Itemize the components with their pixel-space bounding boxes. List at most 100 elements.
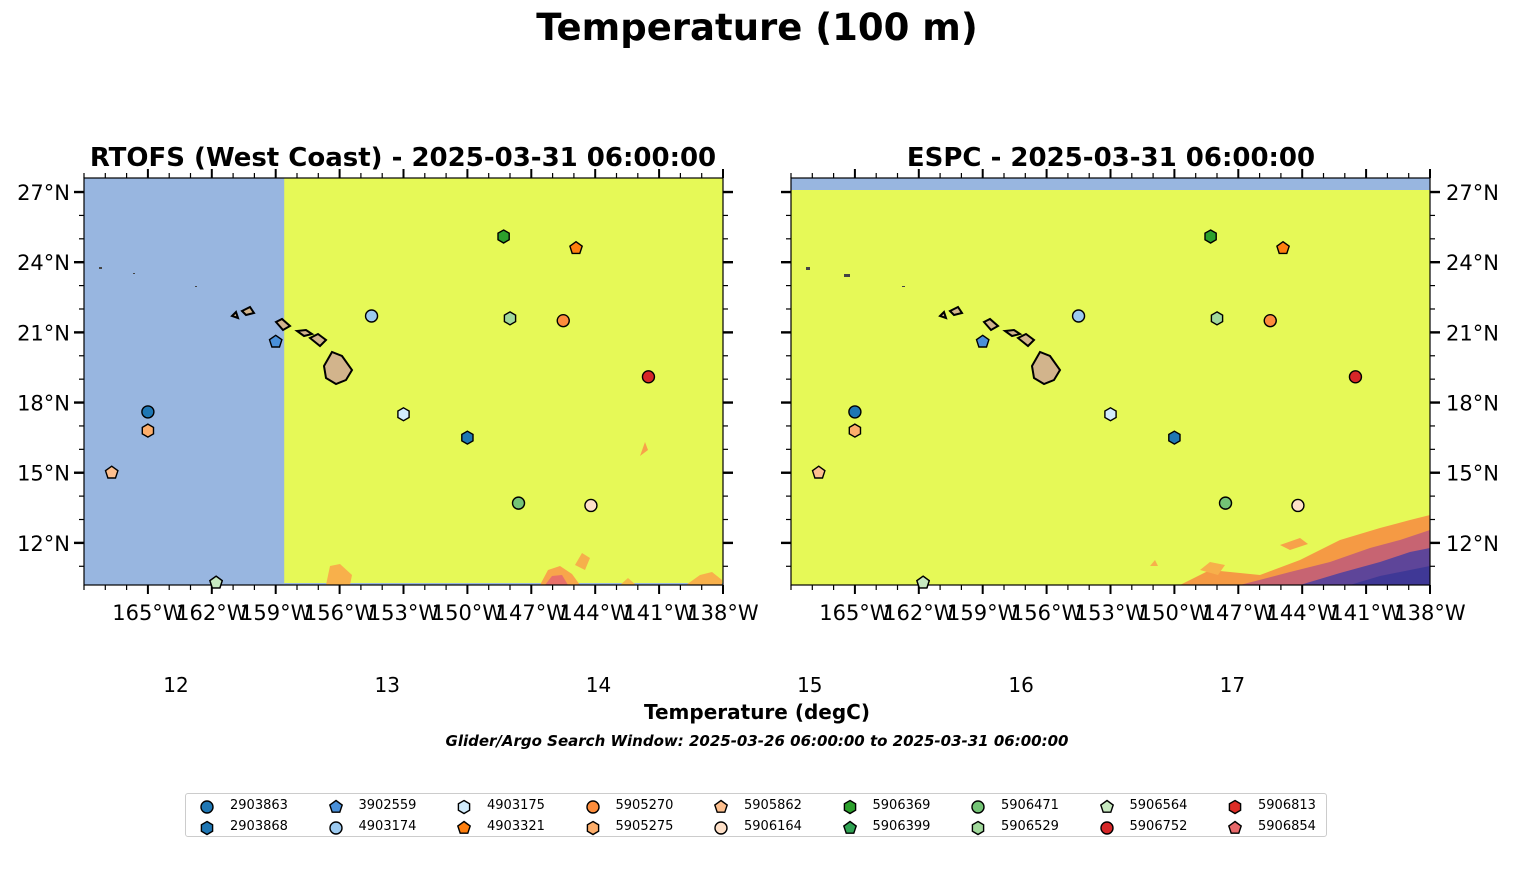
- lat-tick-label: 18°N: [1446, 392, 1499, 416]
- lon-tick-label: 141°W: [1330, 601, 1402, 625]
- legend-marker-hexagon-icon: [200, 820, 214, 836]
- legend-marker: [714, 821, 728, 835]
- lon-tick-label: 159°W: [947, 601, 1019, 625]
- float-marker-5906369: [1204, 229, 1217, 244]
- lat-tick-label: 21°N: [17, 321, 70, 345]
- colorbar-tick-label: 13: [374, 673, 400, 697]
- legend-label: 5906369: [872, 798, 931, 813]
- lat-tick-label: 18°N: [17, 392, 70, 416]
- lon-tick-label: 144°W: [1267, 601, 1339, 625]
- hawaiian-islands: [230, 305, 354, 386]
- figure-title: Temperature (100 m): [536, 6, 978, 49]
- legend-marker: [328, 821, 343, 835]
- legend-label: 4903174: [358, 819, 417, 834]
- float-marker-5905275: [141, 423, 155, 438]
- legend-label: 5906564: [1129, 798, 1188, 813]
- lat-tick-label: 24°N: [17, 251, 70, 275]
- map-panels: 165°W162°W159°W156°W153°W150°W147°W144°W…: [17, 169, 1499, 625]
- float-marker-5905275: [848, 423, 862, 438]
- colorbar-tick-label: 12: [163, 673, 189, 697]
- float-marker-5905270: [556, 313, 570, 328]
- legend-marker-pentagon-icon: [456, 820, 472, 834]
- legend-marker: [457, 799, 471, 815]
- small-atolls: [99, 267, 905, 287]
- legend-marker: [842, 820, 857, 834]
- float-marker-5906752: [641, 370, 656, 384]
- legend-label: 4903175: [487, 798, 545, 813]
- float-marker-5906529: [503, 311, 517, 326]
- legend-marker-circle-icon: [585, 800, 600, 814]
- float-marker-5905270: [1263, 313, 1277, 328]
- float-marker-4903174: [1071, 309, 1086, 323]
- legend-marker: [843, 799, 856, 815]
- lon-tick-label: 159°W: [240, 601, 312, 625]
- legend-label: 4903321: [487, 819, 545, 834]
- legend-label: 2903868: [230, 819, 288, 834]
- legend-label: 3902559: [358, 798, 417, 813]
- colorbar-tick-label: 14: [585, 673, 612, 697]
- float-legend: 2903863 2903868 3902559 4903174 4903175 49033…: [185, 793, 1327, 837]
- lat-tick-label: 15°N: [17, 462, 70, 486]
- lon-tick-label: 147°W: [496, 601, 568, 625]
- lat-tick-label: 27°N: [1446, 181, 1499, 205]
- nodata-bottom-strip: [284, 583, 723, 585]
- lat-tick-label: 12°N: [17, 532, 70, 556]
- lon-tick-label: 138°W: [687, 601, 759, 625]
- float-marker-2903868: [461, 430, 474, 445]
- lon-tick-label: 153°W: [368, 601, 440, 625]
- float-marker-2903863: [848, 405, 862, 419]
- legend-label: 5905275: [615, 819, 674, 834]
- float-marker-5906564: [209, 575, 224, 589]
- float-marker-2903863: [141, 405, 155, 419]
- hawaiian-islands: [938, 305, 1062, 386]
- float-marker-4903321: [1276, 240, 1291, 255]
- legend-marker-circle-icon: [200, 800, 214, 814]
- nodata-top-strip: [791, 178, 1430, 190]
- lon-tick-label: 156°W: [1011, 601, 1083, 625]
- legend-label: 5906529: [1001, 819, 1059, 834]
- float-marker-5906564: [916, 575, 931, 589]
- legend-marker-hexagon-icon: [586, 820, 599, 836]
- float-marker-4903175: [1104, 406, 1117, 422]
- panel-title-rtofs: RTOFS (West Coast) - 2025-03-31 06:00:00: [89, 143, 717, 173]
- legend-marker-pentagon-icon: [328, 799, 343, 813]
- legend-label: 5906471: [1001, 798, 1059, 813]
- float-marker-5906164: [1291, 498, 1305, 513]
- float-marker-4903175: [397, 406, 410, 422]
- float-marker-5905862: [104, 465, 119, 479]
- lon-tick-label: 138°W: [1394, 601, 1466, 625]
- lon-tick-label: 150°W: [1139, 601, 1211, 625]
- float-marker-5906369: [497, 229, 510, 244]
- legend-marker: [328, 799, 343, 813]
- lat-tick-label: 15°N: [1446, 462, 1499, 486]
- lon-tick-label: 162°W: [176, 601, 248, 625]
- legend-marker-pentagon-icon: [1227, 820, 1243, 834]
- legend-marker: [971, 820, 985, 836]
- legend-marker-hexagon-icon: [971, 820, 985, 836]
- lon-tick-label: 162°W: [883, 601, 955, 625]
- legend-marker-circle-icon: [714, 821, 728, 835]
- legend-marker: [713, 799, 729, 813]
- warm-anomaly-patches: [1150, 515, 1430, 585]
- rtofs-map: [84, 178, 723, 585]
- legend-marker-pentagon-icon: [842, 820, 857, 834]
- legend-marker: [200, 800, 214, 814]
- legend-label: 5905862: [744, 798, 802, 813]
- legend-marker: [1228, 799, 1242, 815]
- legend-label: 5906854: [1258, 819, 1316, 834]
- legend-marker: [1099, 821, 1114, 835]
- legend-label: 5905270: [615, 798, 674, 813]
- lat-tick-label: 12°N: [1446, 532, 1499, 556]
- warm-anomaly-patches: [326, 442, 722, 585]
- float-marker-4903321: [569, 240, 584, 255]
- lon-tick-label: 165°W: [112, 601, 184, 625]
- colorbar-label: Temperature (degC): [644, 700, 870, 724]
- float-marker-5906752: [1348, 370, 1363, 384]
- float-marker-5906471: [511, 496, 526, 510]
- legend-marker-pentagon-icon: [713, 799, 729, 813]
- axis-ticks: 165°W162°W159°W156°W153°W150°W147°W144°W…: [17, 169, 1499, 625]
- legend-label: 5906399: [872, 819, 931, 834]
- float-marker-3902559: [975, 334, 990, 348]
- panel-title-espc: ESPC - 2025-03-31 06:00:00: [906, 143, 1316, 173]
- legend-marker: [1099, 799, 1114, 813]
